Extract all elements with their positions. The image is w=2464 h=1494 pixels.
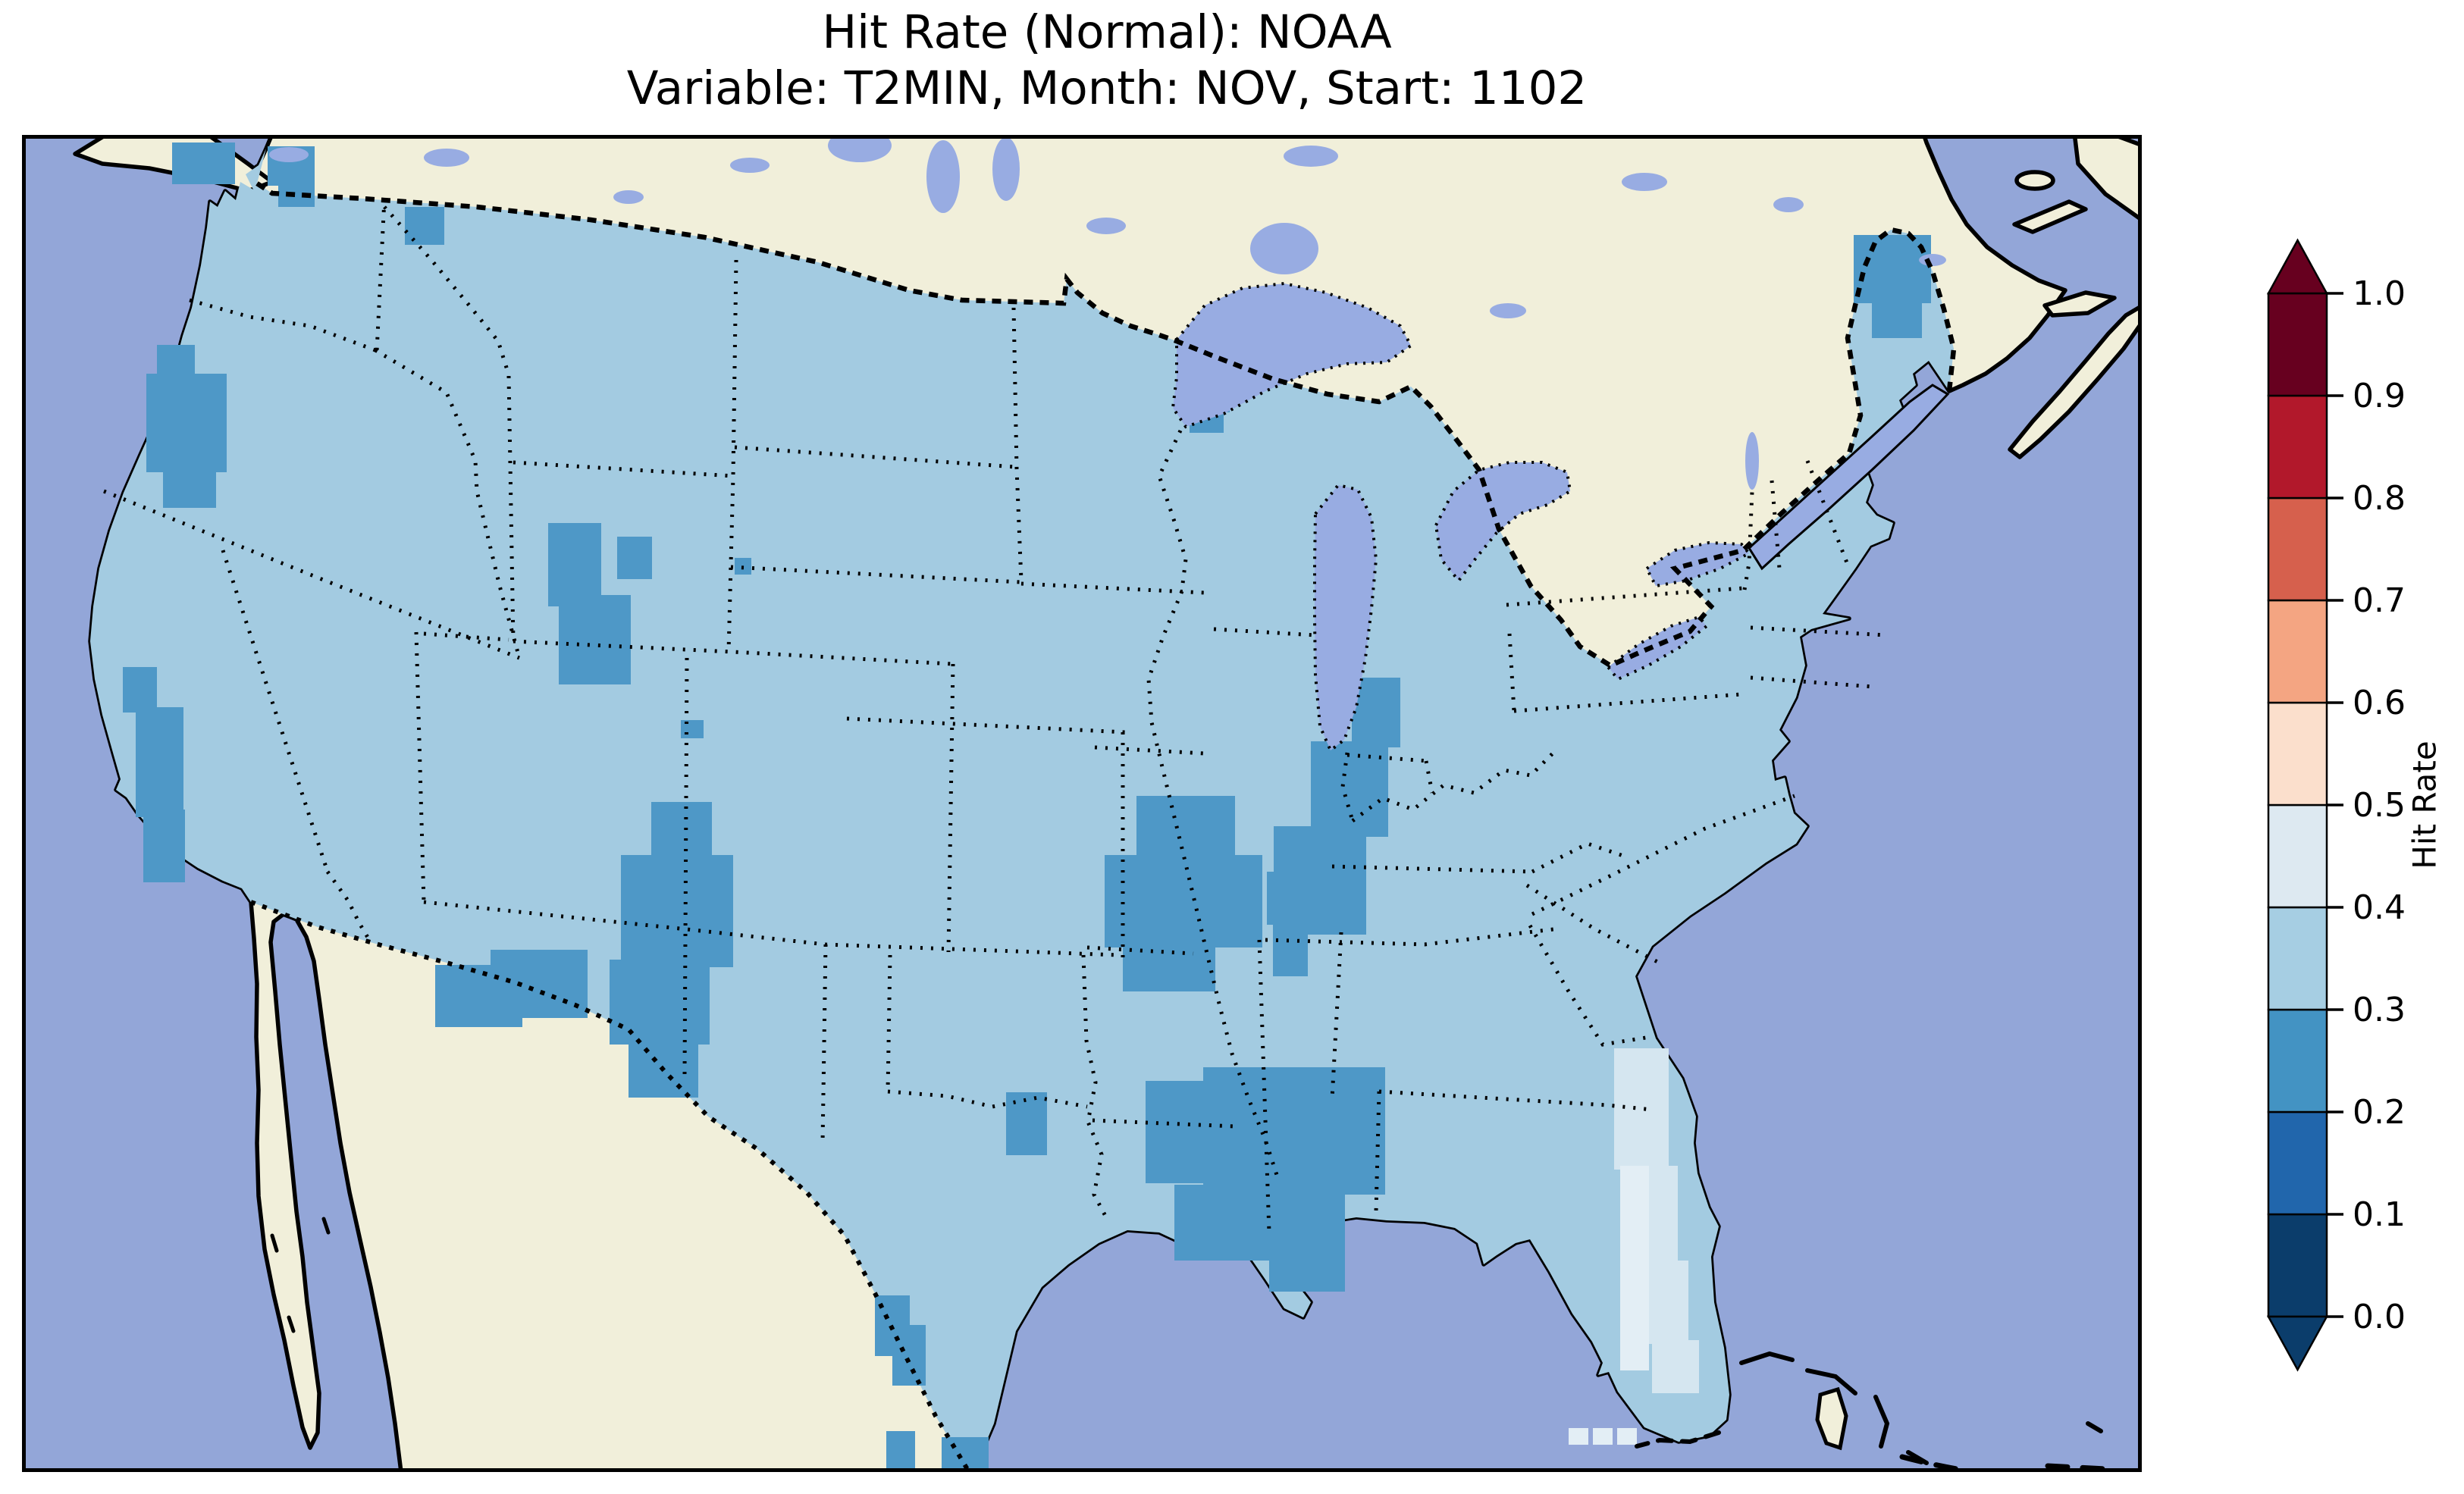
lake-superior [1171, 281, 1413, 429]
hitrate-patch-oregon-cascades [146, 374, 227, 472]
colorbar-segment-0-0.1 [2267, 1213, 2328, 1318]
baja-islets [270, 1217, 331, 1333]
hitrate-patch-florida-peninsula-east [1614, 1048, 1669, 1170]
colorbar-tick-label-0.5: 0.5 [2353, 786, 2406, 825]
hitrate-patch-northern-maine [1872, 300, 1922, 338]
canadian-lakes-group [269, 135, 1946, 490]
colorbar-tick-label-0.6: 0.6 [2353, 684, 2406, 722]
florida-keys [1635, 1430, 1721, 1449]
plot-title: Hit Rate (Normal): NOAA [822, 5, 1392, 59]
colorbar-tick-label-0.1: 0.1 [2353, 1195, 2406, 1234]
lakes-layer [269, 135, 1950, 753]
lake-huron [1434, 461, 1572, 584]
hitrate-patch-bighorn-wyoming [681, 720, 704, 738]
hitrate-patch-az-nm-bootheel [491, 950, 588, 1018]
hitrate-patch-sierra-nevada-ca [123, 667, 157, 713]
hitrate-patch-bighorn-wyoming [559, 595, 631, 684]
hitrate-patch-ozarks-missouri [1136, 796, 1235, 860]
hitrate-patch-sierra-nevada-ca [143, 810, 185, 882]
newfoundland-corner [2072, 135, 2142, 223]
colorbar-tick-label-0.7: 0.7 [2353, 581, 2406, 620]
bahamas-grand-bahama [1739, 1351, 1795, 1365]
hitrate-patch-oregon-cascades [163, 461, 216, 508]
hitrate-patch-brownsville-cells [886, 1431, 915, 1472]
map-svg [22, 135, 2142, 1472]
prince-edward-island [2042, 290, 2117, 318]
hitrate-patch-bighorn-wyoming [617, 537, 652, 579]
colorbar-tick-label-0.8: 0.8 [2353, 479, 2406, 518]
hitrate-patch-red-river-tx-ok [1006, 1092, 1047, 1155]
colorbar-tick-label-0.9: 0.9 [2353, 377, 2406, 415]
us-hitrate-base-field [90, 149, 1954, 1472]
hitrate-patch-south-texas-rio-grande [892, 1325, 926, 1386]
colorbar-segment-0.4-0.5 [2267, 803, 2328, 909]
plot-frame [22, 135, 2142, 1472]
gulf-island [2014, 170, 2055, 191]
bahamas-eleuthera [1873, 1395, 1890, 1449]
us-canada-border [255, 181, 1957, 669]
international-borders-layer [249, 181, 1957, 1472]
anticosti-island [2012, 199, 2088, 234]
figure-title-block: Hit Rate (Normal): NOAA Variable: T2MIN,… [45, 5, 2168, 117]
hitrate-patch-okanogan-wa [278, 177, 315, 207]
hitrate-patch-utah-colorado-rockies [651, 802, 712, 863]
colorbar-segment-0.2-0.3 [2267, 1008, 2328, 1113]
plot-subtitle: Variable: T2MIN, Month: NOV, Start: 1102 [626, 61, 1588, 115]
turks-islet [2086, 1421, 2103, 1433]
hitrate-patch-ozarks-missouri [1105, 855, 1262, 947]
hitrate-patch-sierra-nevada-ca [136, 707, 183, 817]
colorbar-tick-label-0.2: 0.2 [2353, 1093, 2406, 1132]
hitrate-patch-ozarks-missouri [1123, 940, 1215, 991]
hitrate-patch-oregon-cascades [157, 345, 195, 379]
hitrate-patch-north-cascades-wa [172, 143, 235, 184]
hitrate-patch-florida-east-coast-core [1620, 1166, 1649, 1370]
colorbar-segment-0.6-0.7 [2267, 599, 2328, 704]
nova-scotia [2008, 305, 2142, 459]
lake-ontario [1644, 540, 1752, 588]
hitrate-patch-bighorn-wyoming [548, 523, 601, 606]
lake-champlain [1745, 432, 1759, 490]
colorbar: 0.0 0.1 0.2 0.3 0.4 0.5 0.6 0.7 0.8 0.9 1.0 [2266, 238, 2406, 1372]
st-lawrence-river [1748, 384, 1950, 571]
hitrate-patch-louisiana-mississippi [1174, 1185, 1345, 1261]
hitrate-patch-idaho-montana-border [405, 207, 444, 245]
colorbar-segment-0.1-0.2 [2267, 1110, 2328, 1216]
islands-layer [270, 1217, 2108, 1472]
colorbar-segment-0.8-0.9 [2267, 394, 2328, 500]
colorbar-segment-0.3-0.4 [2267, 906, 2328, 1011]
hitrate-patch-west-tennessee [1267, 872, 1308, 925]
colorbar-extend-under-arrow [2266, 1315, 2329, 1372]
colorbar-tick-label-0.3: 0.3 [2353, 991, 2406, 1029]
colorbar-axis-label: Hit Rate [2406, 741, 2444, 869]
us-mexico-border [249, 900, 970, 1472]
colorbar-tick-label-1.0: 1.0 [2353, 274, 2406, 313]
colorbar-extend-over-arrow [2266, 238, 2329, 295]
hitrate-patch-louisiana-mississippi [1203, 1067, 1385, 1195]
hitrate-patch-florida-keys-offshore-cells [1569, 1428, 1588, 1445]
hitrate-patch-illinois-indiana [1352, 678, 1400, 747]
great-lakes-group [1171, 281, 1752, 753]
colorbar-segment-0.9-1 [2267, 292, 2328, 397]
lake-erie [1606, 615, 1709, 681]
hitrate-patch-florida-keys-offshore-cells [1617, 1428, 1637, 1445]
lake-michigan [1313, 483, 1378, 753]
hitrate-patch-louisiana-mississippi [1269, 1255, 1345, 1292]
hitrate-patch-illinois-indiana [1311, 741, 1388, 837]
hitrate-patch-utah-colorado-rockies [621, 855, 733, 967]
colorbar-tick-label-0.0: 0.0 [2353, 1298, 2406, 1336]
colorbar-segment-0.7-0.8 [2267, 496, 2328, 602]
bahamas-abaco [1805, 1368, 1857, 1395]
hitrate-patch-utah-colorado-rockies [610, 960, 710, 1045]
hitrate-patch-west-tennessee [1273, 923, 1308, 976]
hitrate-patch-florida-peninsula-east [1652, 1340, 1699, 1393]
state-borders-layer [103, 199, 1888, 1233]
map-axes [22, 135, 2142, 1472]
colorbar-tick-label-0.4: 0.4 [2353, 888, 2406, 927]
andros-island [1815, 1386, 1848, 1451]
hitrate-patch-florida-keys-offshore-cells [1593, 1428, 1613, 1445]
colorbar-segment-0.5-0.6 [2267, 701, 2328, 807]
